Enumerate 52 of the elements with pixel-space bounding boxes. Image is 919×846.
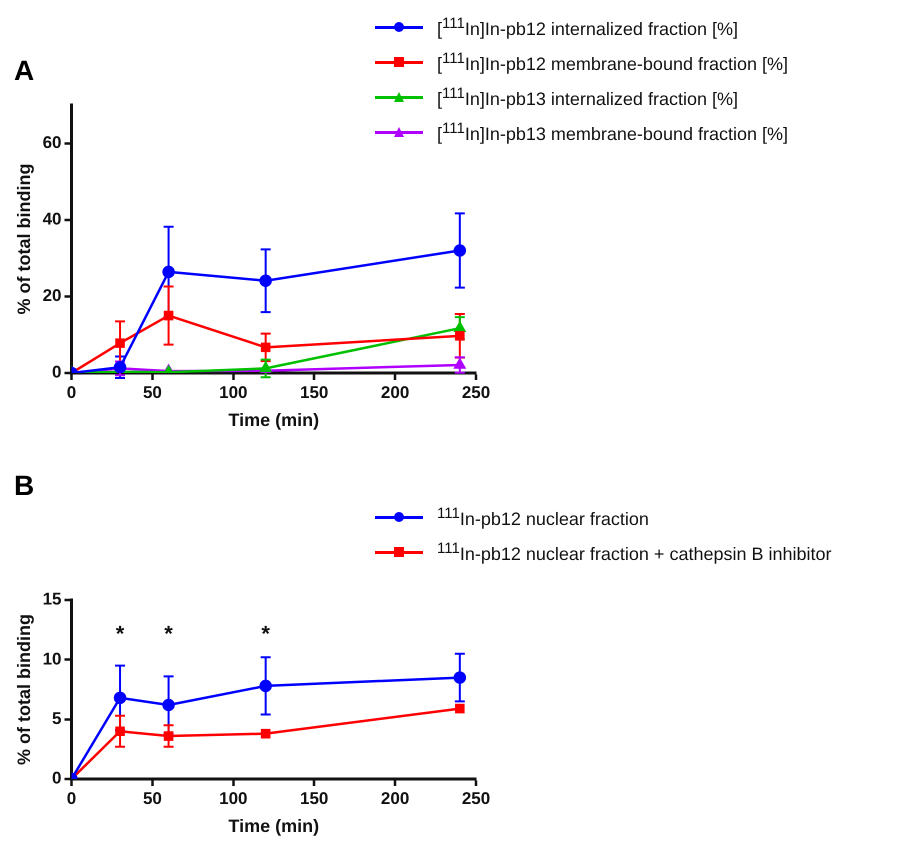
legend-label: $^{111}$In-pb12 nuclear fraction (437, 505, 649, 530)
legend-label: [$^{111}$In]In-pb12 membrane-bound fraction [%] (437, 50, 788, 75)
y-tick-label: 60 (42, 132, 62, 152)
point (455, 704, 465, 714)
point (162, 266, 175, 278)
point (115, 338, 125, 348)
point (259, 680, 272, 692)
x-tick-label: 100 (219, 788, 248, 808)
point (162, 698, 175, 712)
chart-title: A (14, 55, 34, 87)
point (454, 322, 466, 332)
y-tick-label: 10 (42, 649, 62, 668)
x-axis-title: Time (min) (228, 816, 320, 836)
point (454, 358, 466, 369)
x-axis-title: Time (min) (228, 410, 320, 430)
point (164, 310, 174, 320)
annotation: * (164, 621, 174, 646)
annotation: * (116, 621, 125, 646)
y-tick-label: 5 (52, 709, 62, 728)
legend-label: [$^{111}$In]In-pb13 internalized fraction [%] (437, 85, 738, 110)
x-tick-label: 250 (462, 788, 490, 808)
point (114, 692, 126, 704)
y-tick-label: 0 (52, 768, 62, 788)
point (455, 331, 465, 341)
annotation: * (261, 621, 270, 646)
y-axis-title: % of total binding (14, 614, 34, 765)
x-tick-label: 200 (380, 382, 410, 402)
y-tick-label: 20 (42, 286, 62, 306)
y-tick-label: 40 (42, 210, 62, 229)
point (260, 342, 270, 352)
x-tick-label: 0 (66, 382, 76, 402)
legend-label: $^{111}$In-pb12 nuclear fraction + cathepsin B inhibitor (437, 540, 832, 565)
legend-label: [$^{111}$In]In-pb12 internalized fraction [%] (437, 15, 738, 40)
point (164, 731, 174, 741)
y-tick-label: 15 (42, 590, 62, 609)
y-axis-title: % of total binding (14, 164, 34, 314)
point (454, 671, 466, 684)
x-tick-label: 250 (462, 382, 490, 402)
x-tick-label: 50 (142, 382, 162, 402)
point (115, 726, 125, 736)
x-tick-label: 150 (300, 788, 328, 808)
x-tick-label: 150 (300, 382, 328, 402)
point (454, 244, 466, 257)
y-tick-label: 0 (52, 362, 62, 382)
chart-title: B (14, 470, 34, 502)
x-tick-label: 50 (142, 788, 162, 808)
point (260, 728, 270, 738)
legend-label: [$^{111}$In]In-pb13 membrane-bound fraction [%] (437, 120, 788, 145)
x-tick-label: 0 (66, 788, 76, 808)
x-tick-label: 100 (219, 382, 248, 402)
point (259, 274, 272, 287)
x-tick-label: 200 (380, 788, 410, 808)
